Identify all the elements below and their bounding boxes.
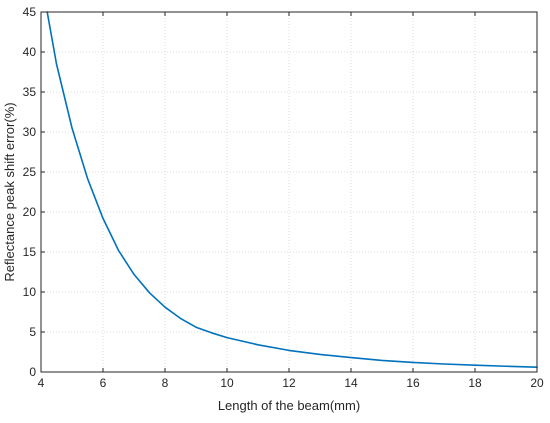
x-tick-label: 14 <box>344 376 358 390</box>
tick-layer: 4 6 8 10 12 14 16 18 20 0 5 10 15 20 25 30 35 40 45 <box>23 5 544 390</box>
grid-layer <box>41 12 537 372</box>
y-tick-label: 25 <box>23 165 37 179</box>
x-tick-label: 20 <box>530 376 544 390</box>
x-tick-label: 8 <box>162 376 169 390</box>
y-tick-label: 30 <box>23 125 37 139</box>
y-tick-label: 35 <box>23 85 37 99</box>
y-tick-label: 20 <box>23 205 37 219</box>
series-line <box>46 11 538 369</box>
x-tick-label: 10 <box>220 376 234 390</box>
x-tick-label: 6 <box>100 376 107 390</box>
y-tick-label: 0 <box>29 365 36 379</box>
x-tick-label: 12 <box>282 376 296 390</box>
x-tick-label: 4 <box>38 376 45 390</box>
y-tick-label: 5 <box>29 325 36 339</box>
x-tick-label: 18 <box>468 376 482 390</box>
series-layer <box>46 11 538 369</box>
y-axis-label: Reflectance peak shift error(%) <box>2 102 17 281</box>
y-tick-label: 40 <box>23 45 37 59</box>
x-axis-label: Length of the beam(mm) <box>218 398 360 413</box>
y-tick-label: 10 <box>23 285 37 299</box>
x-tick-label: 16 <box>406 376 420 390</box>
y-tick-label: 45 <box>23 5 37 19</box>
y-tick-label: 15 <box>23 245 37 259</box>
